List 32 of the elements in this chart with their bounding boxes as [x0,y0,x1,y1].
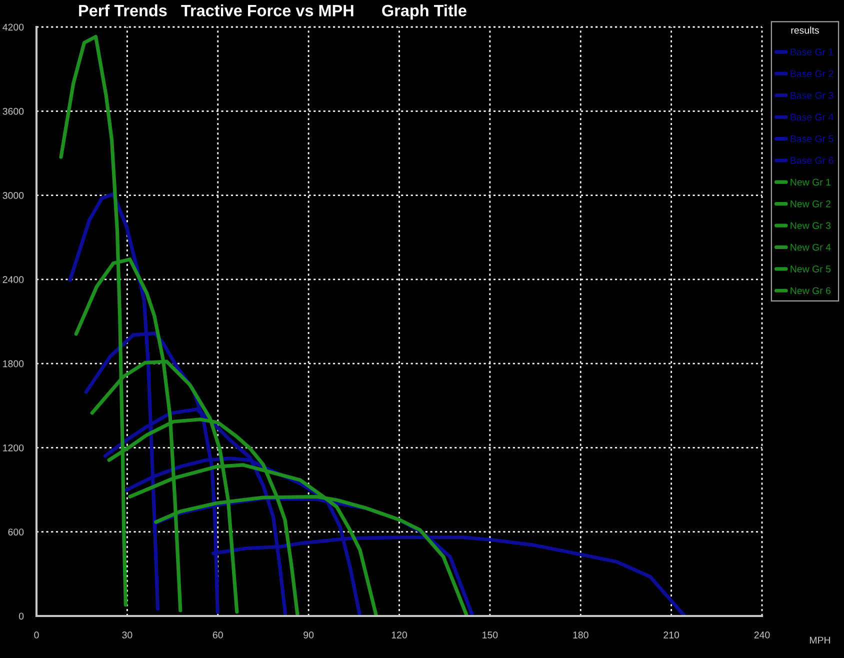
x-axis-title: MPH [810,636,830,644]
legend-label: Base Gr 6 [790,157,834,164]
legend-label: New Gr 2 [790,200,830,208]
chart-title: Perf Trends Tractive Force vs MPH Graph Title [79,4,466,20]
y-tick-label: 4200 [2,24,24,31]
y-tick-label: 3600 [2,108,24,115]
legend-label: New Gr 6 [790,287,831,294]
x-tick-label: 240 [754,632,770,638]
y-tick-label: 3000 [2,192,24,199]
legend-label: Base Gr 2 [790,70,834,78]
legend-label: Base Gr 4 [790,114,834,121]
y-tick-label: 1800 [3,360,24,368]
x-tick-label: 0 [34,632,39,638]
legend-label: Base Gr 1 [790,48,834,56]
x-tick-label: 120 [392,632,407,638]
x-tick-label: 180 [573,632,588,638]
legend-label: New Gr 3 [790,222,831,230]
x-tick-label: 60 [212,632,223,638]
legend-label: New Gr 1 [790,178,830,186]
x-tick-label: 210 [664,632,680,638]
y-tick-label: 1200 [3,444,24,452]
legend-label: Base Gr 5 [790,135,834,142]
y-tick-label: 0 [18,612,24,620]
legend-label: Base Gr 3 [790,92,834,99]
x-tick-label: 150 [482,632,498,638]
legend-title: results [791,26,819,34]
x-tick-label: 30 [122,632,132,638]
y-tick-label: 2400 [2,276,24,284]
y-tick-label: 600 [8,528,24,536]
legend-label: New Gr 5 [790,266,831,272]
x-tick-label: 90 [304,632,314,638]
legend-label: New Gr 4 [790,244,831,251]
